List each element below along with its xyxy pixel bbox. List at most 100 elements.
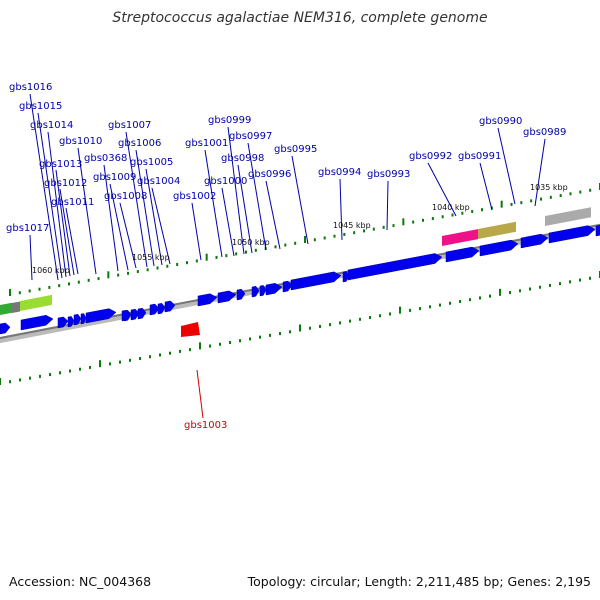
gene-arrow-upper-7[interactable] bbox=[290, 271, 342, 291]
gene-label-gbs0995[interactable]: gbs0995 bbox=[274, 144, 317, 155]
gene-label-gbs1011[interactable]: gbs1011 bbox=[51, 197, 94, 208]
gene-label-gbs1001[interactable]: gbs1001 bbox=[185, 138, 228, 149]
gene-arrow-lower-4[interactable] bbox=[73, 313, 82, 326]
feature-block-green[interactable] bbox=[0, 302, 12, 315]
leader-line bbox=[109, 183, 129, 271]
leader-line bbox=[227, 126, 245, 255]
gene-label-gbs1005[interactable]: gbs1005 bbox=[130, 157, 173, 168]
leader-line bbox=[237, 164, 253, 254]
scale-label-1055: 1055 kbp bbox=[132, 253, 170, 262]
gene-label-gbs0990[interactable]: gbs0990 bbox=[479, 116, 522, 127]
gene-arrow-upper-16[interactable] bbox=[149, 303, 160, 316]
feature-block-dark-grey[interactable] bbox=[12, 301, 20, 313]
scale-ticks bbox=[0, 183, 600, 385]
gene-label-gbs1009[interactable]: gbs1009 bbox=[93, 172, 136, 183]
gene-arrow-upper-5[interactable] bbox=[265, 283, 283, 296]
leader-line bbox=[247, 142, 267, 251]
gene-arrow-upper-15[interactable] bbox=[595, 224, 600, 237]
gene-label-gbs0996[interactable]: gbs0996 bbox=[248, 169, 291, 180]
gene-label-gbs1013[interactable]: gbs1013 bbox=[39, 159, 82, 170]
leader-line bbox=[291, 155, 309, 245]
gene-arrow-upper-4[interactable] bbox=[259, 285, 267, 297]
gene-arrow-upper-17[interactable] bbox=[157, 302, 166, 315]
leader-line bbox=[479, 162, 493, 211]
gene-arrow-upper-9[interactable] bbox=[347, 253, 443, 281]
scale-label-1060: 1060 kbp bbox=[32, 266, 70, 275]
feature-block-lime[interactable] bbox=[20, 294, 52, 311]
gene-arrow-lower-1[interactable] bbox=[20, 314, 54, 331]
gene-arrow-upper-11[interactable] bbox=[479, 239, 519, 257]
leader-line bbox=[534, 138, 546, 207]
gene-arrow-upper-21[interactable] bbox=[137, 307, 147, 320]
gene-label-gbs1004[interactable]: gbs1004 bbox=[137, 176, 180, 187]
gene-label-gbs0989[interactable]: gbs0989 bbox=[523, 127, 566, 138]
gene-arrow-lower-3[interactable] bbox=[67, 316, 75, 328]
gene-arrow-upper-13[interactable] bbox=[525, 233, 549, 248]
gene-arrow-upper-10[interactable] bbox=[445, 246, 480, 263]
gene-arrow-lower-0[interactable] bbox=[0, 322, 11, 335]
gene-arrow-lower-7[interactable] bbox=[121, 309, 131, 322]
gene-label-gbs1008[interactable]: gbs1008 bbox=[104, 191, 147, 202]
gene-label-gbs1012[interactable]: gbs1012 bbox=[44, 178, 87, 189]
gene-label-gbs1006[interactable]: gbs1006 bbox=[118, 138, 161, 149]
leader-line bbox=[191, 202, 202, 261]
gene-arrow-upper-2[interactable] bbox=[236, 288, 246, 301]
leader-line bbox=[339, 178, 343, 241]
gene-arrow-gbs1003[interactable] bbox=[181, 322, 200, 337]
gene-arrow-upper-3[interactable] bbox=[251, 285, 260, 298]
label-leader-lines bbox=[29, 93, 546, 419]
gene-arrow-lower-2[interactable] bbox=[57, 316, 69, 329]
leader-line bbox=[77, 147, 97, 275]
gene-arrow-upper-19[interactable] bbox=[130, 308, 140, 321]
gene-arrow-lower-5[interactable] bbox=[80, 313, 87, 325]
gene-label-gbs1010[interactable]: gbs1010 bbox=[59, 136, 102, 147]
leader-line bbox=[29, 234, 33, 281]
leader-line bbox=[65, 207, 79, 275]
gene-label-gbs0999[interactable]: gbs0999 bbox=[208, 115, 251, 126]
gene-label-gbs0998[interactable]: gbs0998 bbox=[221, 153, 264, 164]
leader-line bbox=[59, 188, 75, 276]
leader-line bbox=[103, 164, 119, 272]
leader-line bbox=[125, 131, 148, 268]
leader-line bbox=[196, 369, 204, 419]
leader-line bbox=[135, 149, 155, 267]
gene-arrow-lower-6[interactable] bbox=[85, 308, 117, 324]
leader-line bbox=[221, 187, 235, 257]
genome-title: Streptococcus agalactiae NEM316, complet… bbox=[112, 10, 487, 26]
gene-label-gbs1017[interactable]: gbs1017 bbox=[6, 223, 49, 234]
gene-arrow-upper-8[interactable] bbox=[342, 271, 350, 283]
leader-line bbox=[497, 127, 516, 205]
leader-line bbox=[47, 131, 67, 278]
gene-arrow-upper-0[interactable] bbox=[197, 293, 218, 307]
gene-arrow-upper-6[interactable] bbox=[282, 280, 293, 293]
gene-label-gbs1015[interactable]: gbs1015 bbox=[19, 101, 62, 112]
leader-line bbox=[386, 180, 389, 231]
gene-label-gbs0991[interactable]: gbs0991 bbox=[458, 151, 501, 162]
gene-label-gbs1000[interactable]: gbs1000 bbox=[204, 176, 247, 187]
gene-arrow-upper-1[interactable] bbox=[217, 290, 237, 304]
feature-block-magenta[interactable] bbox=[442, 229, 478, 246]
gene-features bbox=[0, 207, 600, 337]
gene-label-gbs1003[interactable]: gbs1003 bbox=[184, 420, 227, 431]
gene-label-gbs1016[interactable]: gbs1016 bbox=[9, 82, 52, 93]
leader-line bbox=[427, 162, 457, 217]
gene-label-gbs0992[interactable]: gbs0992 bbox=[409, 151, 452, 162]
scale-label-1045: 1045 kbp bbox=[333, 221, 371, 230]
gene-label-gbs1002[interactable]: gbs1002 bbox=[173, 191, 216, 202]
gene-label-gbs0368[interactable]: gbs0368 bbox=[84, 153, 127, 164]
feature-block-olive[interactable] bbox=[478, 221, 516, 239]
gene-label-gbs1014[interactable]: gbs1014 bbox=[30, 120, 73, 131]
leader-line bbox=[37, 112, 63, 279]
gene-arrow-upper-18[interactable] bbox=[164, 300, 176, 313]
feature-block-grey[interactable] bbox=[545, 207, 591, 226]
gene-label-gbs0994[interactable]: gbs0994 bbox=[318, 167, 361, 178]
gene-label-gbs1007[interactable]: gbs1007 bbox=[108, 120, 151, 131]
scale-label-1040: 1040 kbp bbox=[432, 203, 470, 212]
leader-line bbox=[145, 168, 163, 266]
gene-arrow-upper-14[interactable] bbox=[548, 225, 596, 244]
leader-line bbox=[265, 180, 281, 250]
gene-label-gbs0997[interactable]: gbs0997 bbox=[229, 131, 272, 142]
gene-label-gbs0993[interactable]: gbs0993 bbox=[367, 169, 410, 180]
